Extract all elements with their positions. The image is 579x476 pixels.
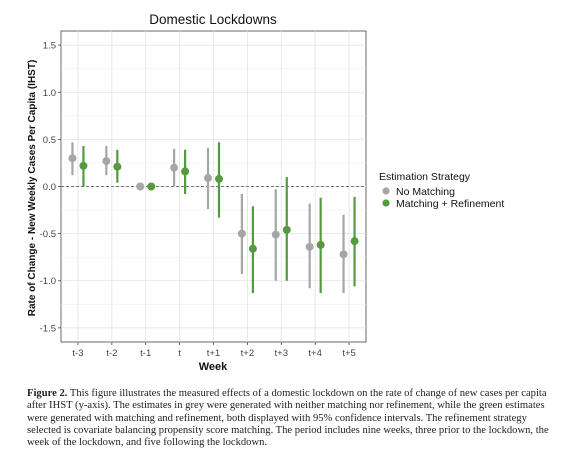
legend-title: Estimation Strategy — [379, 171, 471, 183]
chart-title: Domestic Lockdowns — [149, 12, 277, 27]
data-marks — [68, 142, 359, 293]
point-estimate — [181, 167, 190, 176]
point-estimate — [68, 154, 77, 163]
point-estimate — [170, 163, 179, 172]
legend-swatch-matching-refinement — [382, 199, 390, 207]
legend-label-matching-refinement: Matching + Refinement — [396, 198, 504, 210]
point-estimate — [113, 162, 122, 171]
legend-label-no-matching: No Matching — [396, 186, 455, 198]
point-estimate — [102, 157, 111, 166]
x-tick-label: t+3 — [275, 348, 288, 359]
point-estimate — [305, 242, 314, 251]
axes: -1.5 -1.0 -0.5 0.0 0.5 1.0 1.5 t-3 t-2 t-1 t t+1 t+2… — [40, 41, 356, 359]
legend: Estimation Strategy No Matching Matching… — [379, 171, 504, 210]
y-axis-label: Rate of Change - New Weekly Cases Per Ca… — [27, 60, 38, 317]
point-estimate — [316, 240, 325, 249]
point-estimate — [339, 250, 348, 259]
x-tick-label: t — [178, 348, 181, 359]
x-tick-label: t-1 — [140, 348, 151, 359]
x-tick-label: t-3 — [72, 348, 83, 359]
point-estimate — [350, 237, 359, 246]
y-tick-label: -0.5 — [40, 229, 56, 240]
figure-caption: Figure 2. This figure illustrates the me… — [27, 388, 555, 449]
point-estimate — [237, 229, 246, 238]
point-estimate — [282, 225, 291, 234]
point-estimate — [204, 174, 212, 183]
x-axis-label: Week — [199, 361, 228, 373]
x-tick-label: t+4 — [308, 348, 321, 359]
x-tick-label: t+1 — [207, 348, 220, 359]
series-no-matching — [68, 142, 348, 293]
point-estimate — [136, 182, 145, 191]
x-tick-label: t+2 — [241, 348, 254, 359]
series-matching-refinement — [79, 142, 359, 293]
caption-text: This figure illustrates the measured eff… — [27, 388, 549, 449]
y-tick-label: -1.0 — [40, 276, 56, 287]
point-estimate — [147, 182, 156, 191]
point-estimate — [215, 174, 223, 183]
point-estimate — [79, 161, 88, 170]
legend-swatch-no-matching — [382, 187, 390, 195]
x-tick-label: t-2 — [106, 348, 117, 359]
y-tick-label: -1.5 — [40, 323, 56, 334]
chart: -1.5 -1.0 -0.5 0.0 0.5 1.0 1.5 t-3 t-2 t-1 t t+1 t+2… — [27, 12, 504, 373]
caption-label: Figure 2. — [27, 388, 68, 399]
y-tick-label: 1.0 — [43, 88, 56, 99]
point-estimate — [271, 230, 280, 239]
y-tick-label: 0.0 — [43, 182, 56, 193]
point-estimate — [248, 244, 257, 253]
y-tick-label: 0.5 — [43, 135, 56, 146]
y-tick-label: 1.5 — [43, 41, 56, 52]
x-tick-label: t+5 — [342, 348, 355, 359]
